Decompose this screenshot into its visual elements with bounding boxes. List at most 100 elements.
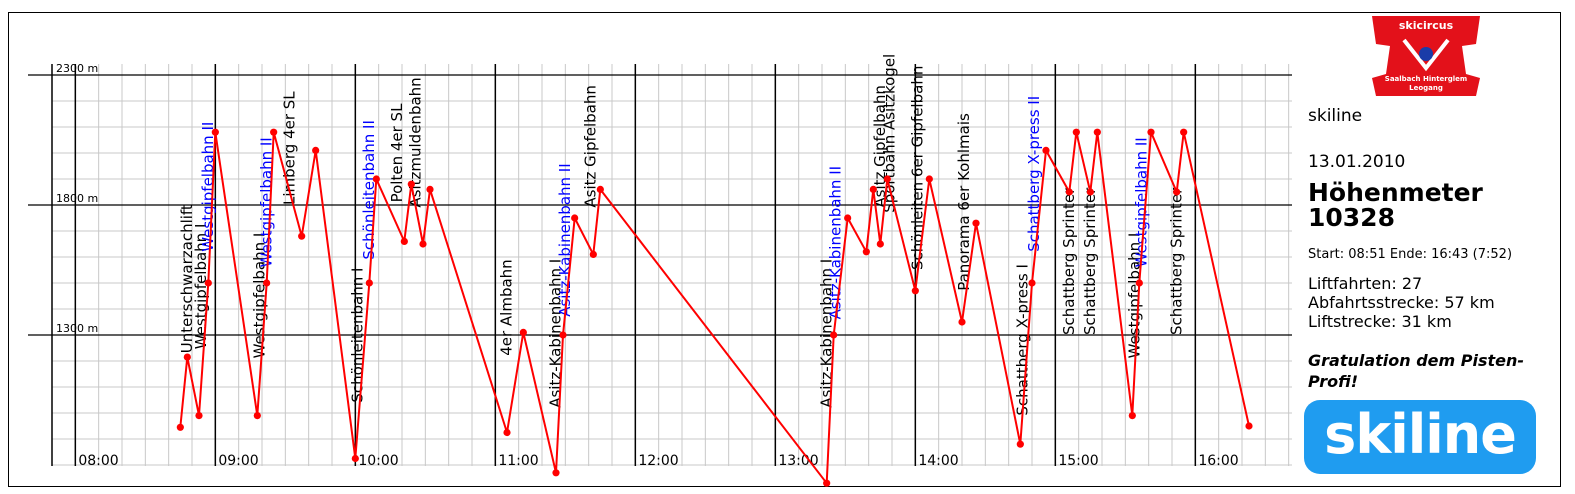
hoehenmeter-label: Höhenmeter [1308,178,1483,207]
altitude-point [519,328,527,336]
altitude-point [869,185,877,193]
altitude-point [1016,440,1024,448]
altitude-point [1180,128,1188,136]
lift-label: Sportbahn Asitzkogel [880,54,898,213]
altitude-series [176,128,1253,487]
altitude-point [589,250,597,258]
report-frame [8,12,1561,487]
lift-label: Westgipfelbahn II [199,122,217,252]
x-tick-label: 13:00 [778,453,818,469]
altitude-point [1072,128,1080,136]
altitude-point [1086,188,1094,196]
lift-distance: Liftstrecke: 31 km [1308,312,1452,331]
altitude-point [183,353,191,361]
altitude-point [407,180,415,188]
descent-distance: Abfahrtsstrecke: 57 km [1308,293,1495,312]
altitude-point [419,240,427,248]
lift-label: Asitzmuldenbahn [407,77,425,207]
altitude-point [823,479,831,487]
x-tick-label: 16:00 [1198,453,1238,469]
altitude-point [830,331,838,339]
hoehenmeter-value: 10328 [1308,203,1395,232]
skiline-logo: skiline [1304,400,1536,474]
minor-grid [51,64,1292,466]
start-end-times: Start: 08:51 Ende: 16:43 (7:52) [1308,247,1513,262]
altitude-point [1093,128,1101,136]
altitude-point [596,185,604,193]
x-tick-label: 09:00 [218,453,258,469]
x-tick-label: 11:00 [498,453,538,469]
badge-top-text: skicircus [1399,19,1454,32]
lift-label: Asitz-Kabinenbahn I [547,259,565,408]
lift-label: Asitz-Kabinenbahn I [817,259,835,408]
altitude-point [925,175,933,183]
lift-label: Panorama 6er Kohlmais [955,113,973,291]
altitude-point [1042,146,1050,154]
altitude-point [204,279,212,287]
altitude-point [844,214,852,222]
altitude-point [876,240,884,248]
lift-label: Asitz-Kabinenbahn II [556,163,574,316]
altitude-point [195,412,203,420]
x-tick-label: 10:00 [358,453,398,469]
altitude-point [270,128,278,136]
x-tick-label: 15:00 [1058,453,1098,469]
skicircus-badge: skicircus Saalbach Hinterglem Leogang [1372,16,1480,96]
altitude-point [426,185,434,193]
x-tick-label: 12:00 [638,453,678,469]
altitude-point [972,219,980,227]
altitude-point [552,469,560,477]
altitude-point [958,318,966,326]
lift-label: Westgipfelbahn II [1132,137,1150,267]
altitude-point [211,128,219,136]
lift-label: Asitz Gipfelbahn [582,85,600,207]
lift-label: Westgipfelbahn I [1125,233,1143,359]
altitude-point [372,175,380,183]
x-axis-ticks: 08:00 09:00 10:00 11:00 12:00 13:00 14:00 15:00… [78,453,1238,469]
skiline-logo-text: skiline [1324,403,1517,466]
altitude-point [365,279,373,287]
lift-label: Schattberg X-press II [1025,96,1043,252]
altitude-point [312,146,320,154]
altitude-point [263,279,271,287]
lift-label: 4er Almbahn [498,259,516,355]
lift-label: Unterschwarzachlift [178,204,196,353]
altitude-point [571,214,579,222]
badge-bottom-text-2: Leogang [1409,84,1443,92]
altitude-point [1128,412,1136,420]
x-tick-label: 14:00 [918,453,958,469]
lift-label: Schattberg Sprinter [1167,187,1185,335]
y-tick-label: 1300 m [56,322,98,335]
altitude-point [1147,128,1155,136]
run-date: 13.01.2010 [1308,152,1406,172]
altitude-point [253,412,261,420]
lift-label: Asitz-Kabinenbahn II [827,166,845,319]
y-tick-label: 1800 m [56,192,98,205]
altitude-line-path [179,131,1250,485]
altitude-point [883,175,891,183]
altitude-point [298,232,306,240]
altitude-point [400,237,408,245]
lift-label: Schönleitenbahn I [348,268,366,403]
altitude-point [1065,188,1073,196]
lift-label: Polten 4er SL [388,103,406,202]
lift-label: Schattberg Sprinter [1081,187,1099,335]
y-axis-ticks: 2300 m 1800 m 1300 m [56,62,98,335]
summary-panel: skicircus Saalbach Hinterglem Leogang sk… [1304,0,1558,494]
altitude-point [559,331,567,339]
altitude-point [911,287,919,295]
badge-bottom-text-1: Saalbach Hinterglem [1385,75,1467,83]
altitude-chart: 2300 m 1800 m 1300 m 08:00 09:00 10:00 11:00 1… [28,54,1292,487]
lift-rides-count: Liftfahrten: 27 [1308,274,1423,293]
brand-name: skiline [1308,106,1363,126]
y-tick-label: 2300 m [56,62,98,75]
altitude-point [351,454,359,463]
altitude-point [1135,279,1143,287]
altitude-point [862,248,870,256]
altitude-point [503,428,511,437]
lift-label: Westgipfelbahn II [257,137,275,267]
lift-label: Schönleiten 6er Gipfelbahn [908,66,926,270]
altitude-point [176,423,184,431]
altitude-point [1245,422,1253,430]
x-tick-label: 08:00 [78,453,118,469]
